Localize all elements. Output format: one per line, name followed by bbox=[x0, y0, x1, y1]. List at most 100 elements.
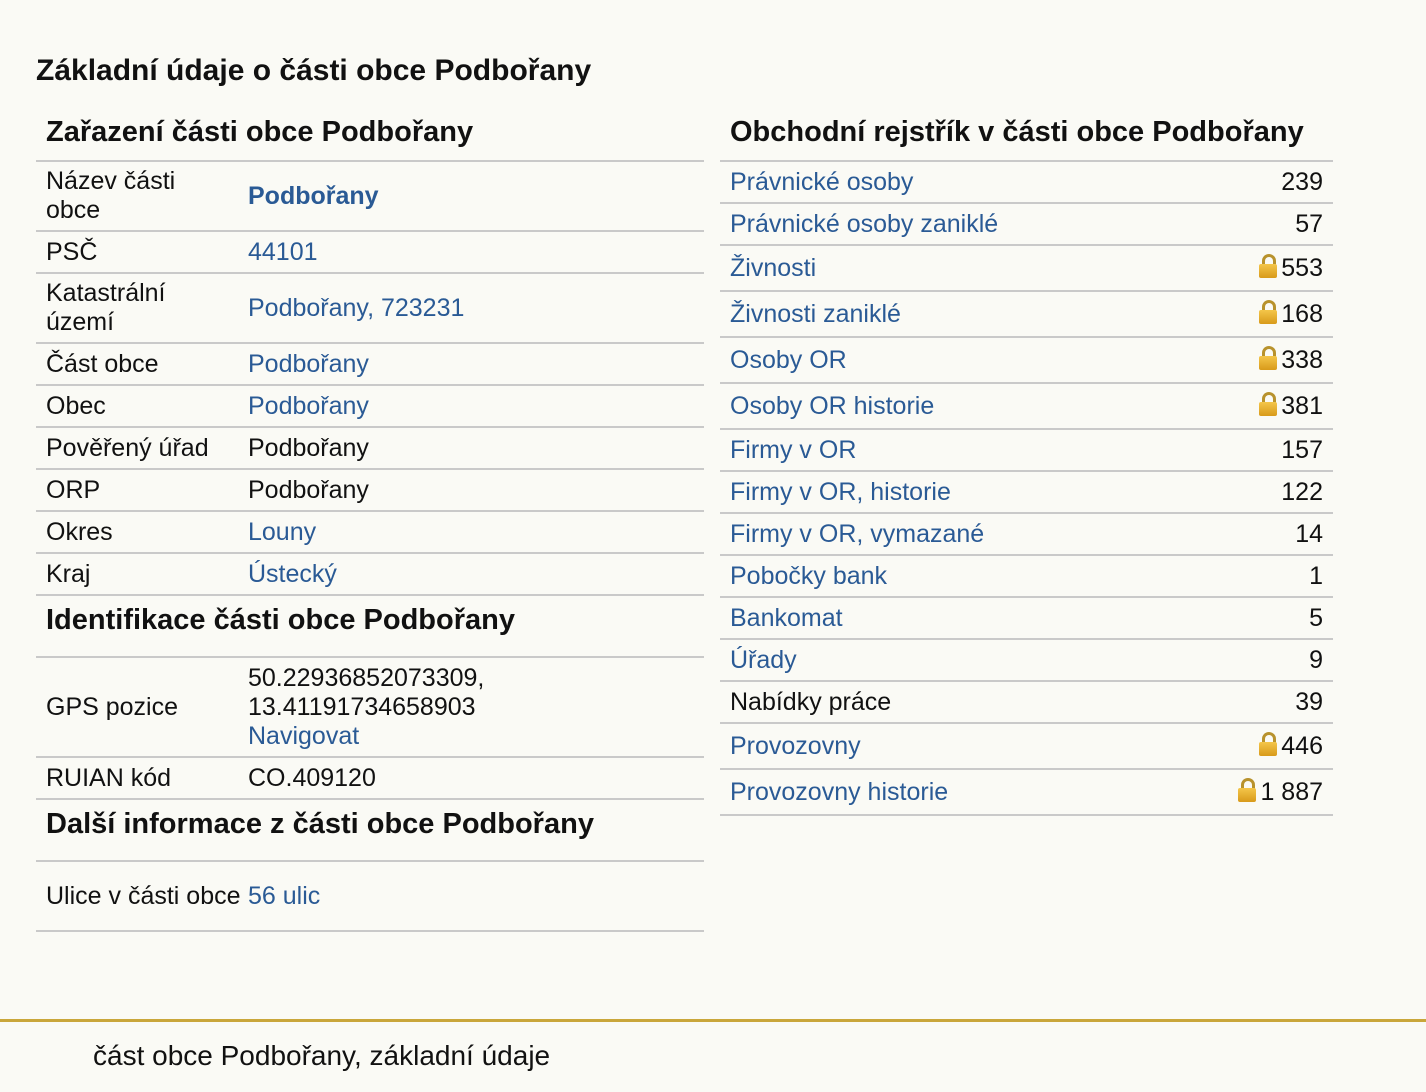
classification-row: Katastrální území Podbořany, 723231 bbox=[36, 273, 704, 344]
classification-label: Pověřený úřad bbox=[36, 427, 248, 470]
classification-label: PSČ bbox=[36, 231, 248, 274]
registry-label: Nabídky práce bbox=[730, 687, 892, 716]
identification-heading: Identifikace části obce Podbořany bbox=[36, 596, 704, 658]
registry-row: Firmy v OR 157 bbox=[720, 429, 1333, 472]
classification-value-link[interactable]: Podbořany bbox=[248, 391, 369, 420]
registry-row: Živnosti zaniklé 168 bbox=[720, 291, 1333, 338]
registry-link[interactable]: Firmy v OR bbox=[730, 435, 857, 464]
footer-divider bbox=[0, 1019, 1426, 1022]
gps-row: GPS pozice 50.22936852073309, 13.4119173… bbox=[36, 658, 704, 758]
streets-link[interactable]: 56 ulic bbox=[248, 881, 321, 910]
ruian-row: RUIAN kód CO.409120 bbox=[36, 757, 704, 800]
registry-link[interactable]: Provozovny historie bbox=[730, 777, 949, 806]
registry-table: Právnické osoby 239 Právnické osoby zanikl… bbox=[720, 162, 1333, 816]
page-title: Základní údaje o části obce Podbořany bbox=[36, 54, 592, 87]
right-column: Obchodní rejstřík v části obce Podbořany… bbox=[720, 110, 1333, 816]
registry-count: 338 bbox=[1281, 345, 1323, 374]
registry-link[interactable]: Firmy v OR, historie bbox=[730, 477, 951, 506]
registry-count: 39 bbox=[1295, 687, 1323, 716]
registry-count: 1 887 bbox=[1260, 777, 1323, 806]
classification-label: Kraj bbox=[36, 553, 248, 596]
registry-row: Provozovny historie 1 887 bbox=[720, 769, 1333, 816]
classification-label: Katastrální území bbox=[36, 273, 248, 344]
gps-label: GPS pozice bbox=[36, 658, 248, 758]
registry-link[interactable]: Právnické osoby bbox=[730, 167, 914, 196]
classification-value-link[interactable]: Podbořany, 723231 bbox=[248, 293, 465, 322]
registry-link[interactable]: Právnické osoby zaniklé bbox=[730, 209, 999, 238]
classification-row: Okres Louny bbox=[36, 511, 704, 554]
registry-count: 553 bbox=[1281, 253, 1323, 282]
registry-row: Provozovny 446 bbox=[720, 723, 1333, 770]
registry-row: Osoby OR historie 381 bbox=[720, 383, 1333, 430]
lock-icon bbox=[1259, 253, 1278, 278]
registry-link[interactable]: Úřady bbox=[730, 645, 797, 674]
registry-count: 122 bbox=[1281, 477, 1323, 506]
left-column: Zařazení části obce Podbořany Název část… bbox=[36, 110, 704, 932]
registry-count: 57 bbox=[1295, 209, 1323, 238]
gps-longitude: 13.41191734658903 bbox=[248, 692, 476, 721]
streets-label: Ulice v části obce bbox=[36, 862, 248, 932]
gps-value: 50.22936852073309, 13.41191734658903 Nav… bbox=[248, 658, 704, 758]
classification-row: Kraj Ústecký bbox=[36, 553, 704, 596]
registry-count: 381 bbox=[1281, 391, 1323, 420]
registry-row: Právnické osoby 239 bbox=[720, 162, 1333, 204]
classification-table: Název části obce Podbořany PSČ 44101 Katastr… bbox=[36, 162, 704, 596]
classification-label: Část obce bbox=[36, 343, 248, 386]
classification-value: Podbořany bbox=[248, 475, 369, 504]
registry-link[interactable]: Pobočky bank bbox=[730, 561, 888, 590]
registry-count: 5 bbox=[1309, 603, 1323, 632]
registry-row: Firmy v OR, historie 122 bbox=[720, 471, 1333, 514]
registry-row: Živnosti 553 bbox=[720, 245, 1333, 292]
registry-link[interactable]: Firmy v OR, vymazané bbox=[730, 519, 985, 548]
registry-link[interactable]: Bankomat bbox=[730, 603, 843, 632]
classification-row: Pověřený úřad Podbořany bbox=[36, 427, 704, 470]
ruian-label: RUIAN kód bbox=[36, 757, 248, 800]
lock-icon bbox=[1259, 391, 1278, 416]
more-info-table: Ulice v části obce 56 ulic bbox=[36, 862, 704, 932]
classification-value-link[interactable]: Podbořany bbox=[248, 349, 369, 378]
registry-link[interactable]: Osoby OR historie bbox=[730, 391, 935, 420]
streets-row: Ulice v části obce 56 ulic bbox=[36, 862, 704, 932]
lock-icon bbox=[1238, 777, 1257, 802]
classification-value-link[interactable]: Podbořany bbox=[248, 181, 379, 210]
classification-value: Podbořany bbox=[248, 433, 369, 462]
registry-row: Pobočky bank 1 bbox=[720, 555, 1333, 598]
registry-link[interactable]: Osoby OR bbox=[730, 345, 847, 374]
classification-value-link[interactable]: Louny bbox=[248, 517, 317, 546]
classification-heading: Zařazení části obce Podbořany bbox=[36, 110, 704, 162]
classification-label: Okres bbox=[36, 511, 248, 554]
registry-row: Bankomat 5 bbox=[720, 597, 1333, 640]
registry-heading: Obchodní rejstřík v části obce Podbořany bbox=[720, 110, 1333, 162]
more-info-heading: Další informace z části obce Podbořany bbox=[36, 800, 704, 862]
registry-link[interactable]: Živnosti zaniklé bbox=[730, 299, 901, 328]
classification-row: Část obce Podbořany bbox=[36, 343, 704, 386]
registry-row: Úřady 9 bbox=[720, 639, 1333, 682]
registry-count: 1 bbox=[1309, 561, 1323, 590]
classification-label: ORP bbox=[36, 469, 248, 512]
lock-icon bbox=[1259, 731, 1278, 756]
registry-count: 446 bbox=[1281, 731, 1323, 760]
classification-row: ORP Podbořany bbox=[36, 469, 704, 512]
registry-link[interactable]: Provozovny bbox=[730, 731, 861, 760]
registry-row: Osoby OR 338 bbox=[720, 337, 1333, 384]
registry-link[interactable]: Živnosti bbox=[730, 253, 817, 282]
registry-row: Právnické osoby zaniklé 57 bbox=[720, 203, 1333, 246]
classification-value-link[interactable]: 44101 bbox=[248, 237, 318, 266]
ruian-value: CO.409120 bbox=[248, 757, 704, 800]
navigate-link[interactable]: Navigovat bbox=[248, 721, 360, 750]
footer-text: část obce Podbořany, základní údaje bbox=[93, 1040, 551, 1071]
registry-count: 157 bbox=[1281, 435, 1323, 464]
registry-row: Firmy v OR, vymazané 14 bbox=[720, 513, 1333, 556]
classification-label: Název části obce bbox=[36, 162, 248, 232]
lock-icon bbox=[1259, 299, 1278, 324]
registry-count: 239 bbox=[1281, 167, 1323, 196]
registry-count: 9 bbox=[1309, 645, 1323, 674]
registry-count: 14 bbox=[1295, 519, 1323, 548]
lock-icon bbox=[1259, 345, 1278, 370]
classification-row: PSČ 44101 bbox=[36, 231, 704, 274]
classification-row: Název části obce Podbořany bbox=[36, 162, 704, 232]
classification-label: Obec bbox=[36, 385, 248, 428]
classification-row: Obec Podbořany bbox=[36, 385, 704, 428]
identification-table: GPS pozice 50.22936852073309, 13.4119173… bbox=[36, 658, 704, 800]
classification-value-link[interactable]: Ústecký bbox=[248, 559, 337, 588]
